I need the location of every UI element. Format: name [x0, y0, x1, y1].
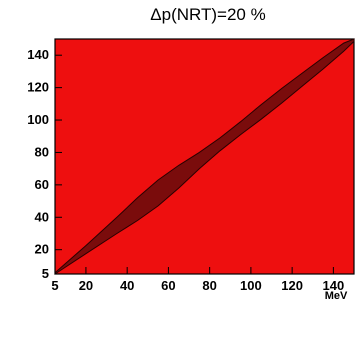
x-tick-label: 60	[161, 278, 175, 293]
chart-title: Δp(NRT)=20 %	[150, 5, 265, 24]
x-tick-label: 140	[323, 278, 345, 293]
y-tick-label: 120	[27, 80, 49, 95]
y-axis-ticks: 5 20 40 60 80 100 120 140	[27, 47, 62, 281]
x-tick-label: 100	[240, 278, 262, 293]
band-region	[54, 38, 355, 275]
x-axis-label: MeV	[325, 290, 348, 302]
y-tick-label: 20	[35, 242, 49, 257]
y-tick-label: 100	[27, 112, 49, 127]
x-tick-label: 120	[281, 278, 303, 293]
y-tick-label: 60	[35, 177, 49, 192]
correlation-band	[54, 38, 355, 275]
x-tick-label: 5	[51, 278, 58, 293]
y-tick-label: 5	[42, 266, 49, 281]
x-tick-label: 80	[202, 278, 216, 293]
x-axis-ticks: 5 20 40 60 80 100 120 140	[51, 267, 344, 293]
x-tick-label: 20	[79, 278, 93, 293]
y-tick-label: 40	[35, 209, 49, 224]
x-tick-label: 40	[120, 278, 134, 293]
y-tick-label: 80	[35, 144, 49, 159]
y-tick-label: 140	[27, 47, 49, 62]
